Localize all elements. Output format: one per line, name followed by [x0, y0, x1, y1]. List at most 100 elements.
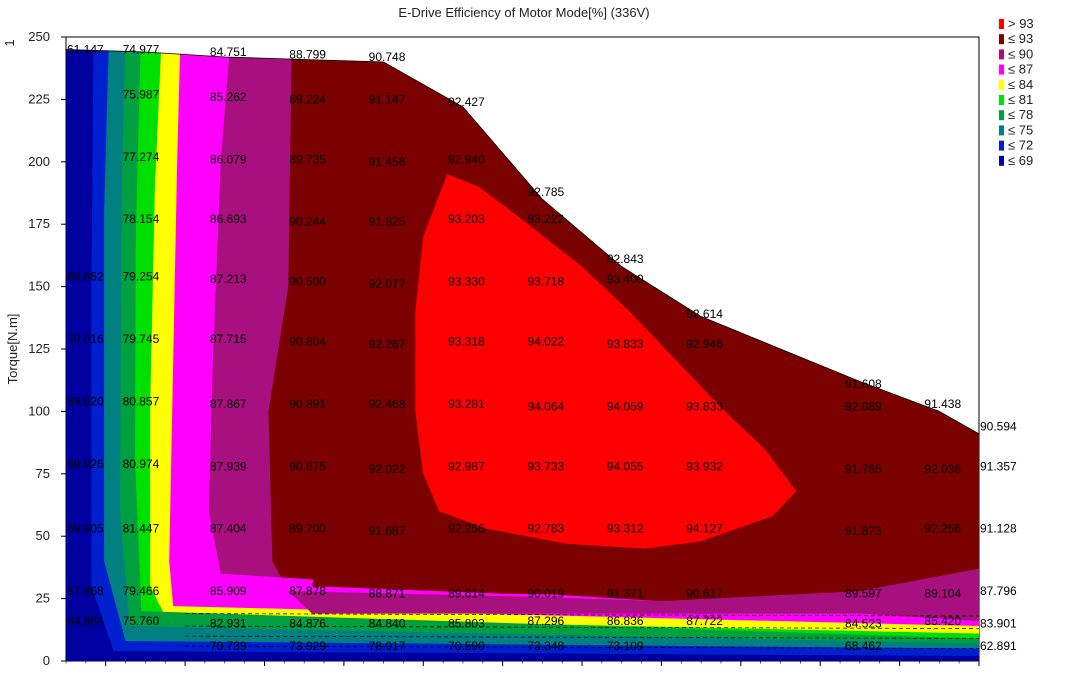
efficiency-point-label: 90.617: [686, 587, 723, 601]
efficiency-point-label: 93.718: [527, 275, 564, 289]
efficiency-point-label: 77.274: [123, 150, 160, 164]
legend-label: ≤ 72: [1008, 138, 1033, 153]
efficiency-point-label: 81.447: [123, 522, 160, 536]
legend-swatch: [999, 79, 1004, 90]
efficiency-point-label: 74.977: [123, 42, 160, 56]
efficiency-point-label: 69.926: [67, 457, 104, 471]
contour-line-1: [185, 635, 979, 639]
y-tick-label: 175: [28, 216, 50, 231]
efficiency-point-label: 80.974: [123, 457, 160, 471]
efficiency-point-label: 92.036: [924, 462, 961, 476]
efficiency-point-label: 89.700: [289, 522, 326, 536]
efficiency-point-label: 86.079: [210, 152, 247, 166]
efficiency-point-label: 86.836: [607, 614, 644, 628]
efficiency-point-label: 92.785: [527, 185, 564, 199]
efficiency-point-label: 83.901: [980, 617, 1017, 631]
efficiency-point-label: 87.722: [686, 614, 723, 628]
legend-swatch: [999, 110, 1004, 121]
efficiency-point-label: 91.608: [845, 377, 882, 391]
legend-label: ≤ 81: [1008, 92, 1033, 107]
efficiency-point-label: 64.864: [67, 614, 104, 628]
efficiency-point-label: 92.468: [369, 397, 406, 411]
y-tick-label: 200: [28, 154, 50, 169]
efficiency-point-label: 89.224: [289, 92, 326, 106]
legend-swatch: [999, 140, 1004, 151]
efficiency-point-label: 90.594: [980, 419, 1017, 433]
efficiency-point-label: 91.873: [845, 524, 882, 538]
efficiency-point-label: 85.420: [924, 614, 961, 628]
efficiency-point-label: 93.733: [527, 459, 564, 473]
efficiency-point-label: 85.909: [210, 584, 247, 598]
efficiency-point-label: 90.019: [527, 587, 564, 601]
efficiency-point-label: 91.371: [607, 587, 644, 601]
efficiency-point-label: 87.939: [210, 459, 247, 473]
legend-label: > 93: [1008, 16, 1034, 31]
efficiency-point-label: 90.244: [289, 215, 326, 229]
efficiency-point-label: 92.843: [607, 252, 644, 266]
efficiency-point-label: 92.256: [448, 522, 485, 536]
efficiency-point-label: 91.825: [369, 215, 406, 229]
efficiency-point-label: 75.760: [123, 614, 160, 628]
chart-title: E-Drive Efficiency of Motor Mode[%] (336…: [398, 5, 649, 20]
efficiency-point-label: 92.077: [369, 277, 406, 291]
legend-swatch: [999, 49, 1004, 60]
legend-swatch: [999, 64, 1004, 75]
efficiency-point-label: 93.222: [527, 212, 564, 226]
legend-label: ≤ 87: [1008, 62, 1033, 77]
efficiency-point-label: 78.154: [123, 212, 160, 226]
zone-le90-right: [288, 568, 979, 614]
efficiency-point-label: 79.745: [123, 332, 160, 346]
efficiency-point-label: 69.920: [67, 394, 104, 408]
efficiency-point-label: 92.427: [448, 95, 485, 109]
efficiency-point-label: 70.739: [210, 639, 247, 653]
legend-label: ≤ 69: [1008, 153, 1033, 168]
efficiency-point-label: 91.357: [980, 459, 1017, 473]
efficiency-point-label: 84.523: [845, 617, 882, 631]
legend-label: ≤ 75: [1008, 122, 1033, 137]
efficiency-point-label: 82.931: [210, 617, 247, 631]
efficiency-point-label: 87.796: [980, 584, 1017, 598]
contour-line-2: [185, 625, 979, 629]
efficiency-point-label: 85.803: [448, 617, 485, 631]
efficiency-point-label: 84.876: [289, 617, 326, 631]
efficiency-point-label: 93.203: [448, 212, 485, 226]
efficiency-point-label: 93.400: [607, 272, 644, 286]
efficiency-point-label: 89.614: [448, 587, 485, 601]
efficiency-point-label: 92.946: [686, 337, 723, 351]
contour-lines: [185, 613, 979, 649]
efficiency-point-label: 88.799: [289, 47, 326, 61]
contour-line-3: [185, 613, 979, 617]
y-axis: 0 25 50 75 100 125 150 175 200 225 250: [28, 29, 66, 668]
efficiency-point-label: 87.715: [210, 332, 247, 346]
efficiency-point-label: 92.783: [527, 522, 564, 536]
efficiency-point-label: 92.022: [369, 462, 406, 476]
y-tick-label: 100: [28, 403, 50, 418]
efficiency-point-label: 70.590: [448, 639, 485, 653]
efficiency-point-label: 67.868: [67, 584, 104, 598]
efficiency-point-label: 91.147: [369, 92, 406, 106]
efficiency-point-label: 88.871: [369, 587, 406, 601]
legend-swatch: [999, 19, 1004, 29]
efficiency-point-label: 69.662: [67, 270, 104, 284]
efficiency-point-label: 87.296: [527, 614, 564, 628]
efficiency-point-label: 93.281: [448, 397, 485, 411]
efficiency-point-label: 92.614: [686, 307, 723, 321]
efficiency-point-label: 80.857: [123, 394, 160, 408]
efficiency-point-label: 92.940: [448, 152, 485, 166]
efficiency-point-label: 94.055: [607, 459, 644, 473]
y-tick-label: 0: [43, 653, 50, 668]
y-tick-label: 125: [28, 341, 50, 356]
y-tick-label: 150: [28, 279, 50, 294]
x-axis: [65, 661, 980, 666]
zone-gt93: [415, 174, 797, 549]
efficiency-point-label: 93.318: [448, 335, 485, 349]
efficiency-point-label: 90.804: [289, 335, 326, 349]
efficiency-point-label: 93.833: [686, 399, 723, 413]
efficiency-point-label: 87.878: [289, 584, 326, 598]
efficiency-point-label: 93.932: [686, 459, 723, 473]
efficiency-point-label: 78.017: [369, 639, 406, 653]
efficiency-point-label: 91.438: [924, 397, 961, 411]
legend: > 93≤ 93≤ 90≤ 87≤ 84≤ 81≤ 78≤ 75≤ 72≤ 69: [999, 16, 1034, 168]
efficiency-point-label: 90.500: [289, 275, 326, 289]
